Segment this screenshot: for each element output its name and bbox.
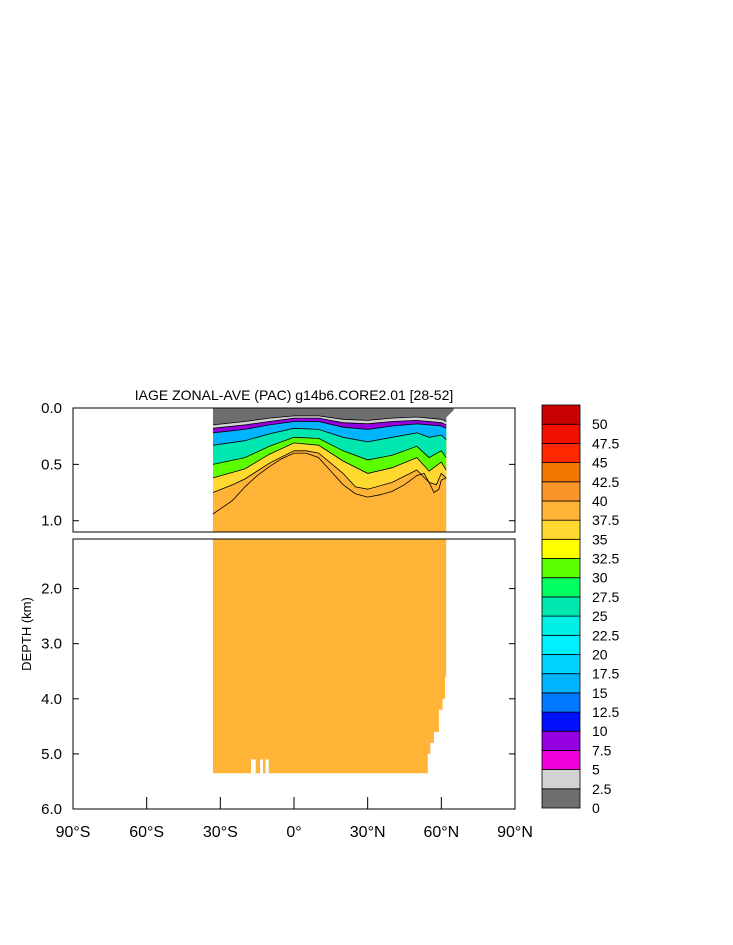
age-contour-line [212, 427, 447, 446]
age-contour-line [212, 421, 447, 434]
colorbar-swatch [541, 558, 581, 579]
age-contour-line [212, 415, 447, 426]
chart-title: IAGE ZONAL-AVE (PAC) g14b6.CORE2.01 [28-… [135, 387, 454, 403]
colorbar-label: 42.5 [592, 474, 619, 490]
colorbar-swatch [541, 519, 581, 540]
y-tick-label: 2.0 [41, 581, 62, 598]
colorbar-label: 32.5 [592, 551, 619, 567]
age-contour-line [212, 417, 447, 429]
x-axis: 90°S 60°S 30°S 0° 30°N 60°N 90°N [56, 797, 533, 841]
colorbar-label: 7.5 [592, 742, 612, 758]
colorbar-label: 15 [592, 685, 608, 701]
age-contour-line [212, 436, 447, 465]
colorbar-swatch [541, 788, 581, 809]
colorbar-label: 27.5 [592, 589, 619, 605]
lower-panel-y-axis: 2.0 3.0 4.0 5.0 6.0 [41, 581, 515, 818]
upper-panel-y-axis: 0.0 0.5 1.0 [41, 400, 515, 530]
colorbar-label: 25 [592, 608, 608, 624]
x-tick-label: 30°S [203, 824, 238, 841]
colorbar-label: 12.5 [592, 704, 619, 720]
lower-panel-color-fill [213, 539, 447, 775]
x-tick-label: 90°N [497, 824, 533, 841]
colorbar-swatch [541, 442, 581, 463]
age-contour-line [212, 450, 447, 493]
y-tick-label: 0.5 [41, 456, 62, 473]
colorbar-swatch [541, 730, 581, 751]
colorbar-swatch [541, 500, 581, 521]
colorbar-swatch [541, 404, 581, 425]
colorbar-swatch [541, 711, 581, 732]
colorbar-swatch [541, 615, 581, 636]
colorbar-label: 35 [592, 531, 608, 547]
colorbar: 0 2.5 5 7.5 10 12.5 15 17.5 20 22.5 25 27.5 30 32.5 35… [541, 404, 619, 816]
upper-panel-contour-lines [212, 415, 447, 515]
y-tick-label: 4.0 [41, 691, 62, 708]
colorbar-label: 20 [592, 647, 608, 663]
colorbar-label: 50 [592, 416, 608, 432]
y-tick-label: 1.0 [41, 513, 62, 530]
upper-depth-panel: 0.0 0.5 1.0 [41, 400, 516, 533]
y-tick-label: 6.0 [41, 801, 62, 818]
colorbar-label: 10 [592, 723, 608, 739]
deep-ocean-fill [213, 539, 447, 774]
seafloor-gap [260, 759, 264, 775]
lower-depth-panel: 2.03.04.05.06.0 90°S 60°S 30°S 0° 30°N 60°N 90… [41, 538, 533, 841]
x-tick-label: 60°N [423, 824, 459, 841]
colorbar-label: 0 [592, 800, 600, 816]
colorbar-swatch [541, 634, 581, 655]
colorbar-swatch [541, 673, 581, 694]
colorbar-swatch [541, 462, 581, 483]
upper-panel-color-fill [212, 408, 454, 532]
colorbar-label: 17.5 [592, 666, 619, 682]
colorbar-swatch [541, 692, 581, 713]
x-tick-label: 0° [286, 824, 301, 841]
colorbar-label: 30 [592, 570, 608, 586]
colorbar-swatch [541, 596, 581, 617]
colorbar-label: 2.5 [592, 781, 612, 797]
colorbar-swatch [541, 577, 581, 598]
age-contour-line [212, 442, 447, 479]
y-axis-label: DEPTH (km) [19, 597, 34, 671]
colorbar-swatch [541, 423, 581, 444]
x-tick-label: 60°S [129, 824, 164, 841]
colorbar-swatch [541, 750, 581, 771]
x-tick-label: 90°S [56, 824, 91, 841]
colorbar-label: 5 [592, 762, 600, 778]
age-contour-line [212, 452, 447, 515]
surface-grey-layer [213, 408, 454, 420]
colorbar-swatch [541, 538, 581, 559]
colorbar-label: 45 [592, 455, 608, 471]
colorbar-swatch [541, 654, 581, 675]
colorbar-label: 37.5 [592, 512, 619, 528]
y-tick-label: 0.0 [41, 400, 62, 417]
colorbar-label: 22.5 [592, 627, 619, 643]
colorbar-label: 47.5 [592, 435, 619, 451]
x-tick-label: 30°N [350, 824, 386, 841]
colorbar-label: 40 [592, 493, 608, 509]
seafloor-gap [265, 759, 269, 775]
colorbar-swatch [541, 769, 581, 790]
colorbar-swatch [541, 481, 581, 502]
y-tick-label: 3.0 [41, 636, 62, 653]
upper-panel-frame [72, 407, 516, 533]
y-tick-label: 5.0 [41, 746, 62, 763]
seafloor-gap [251, 759, 256, 775]
